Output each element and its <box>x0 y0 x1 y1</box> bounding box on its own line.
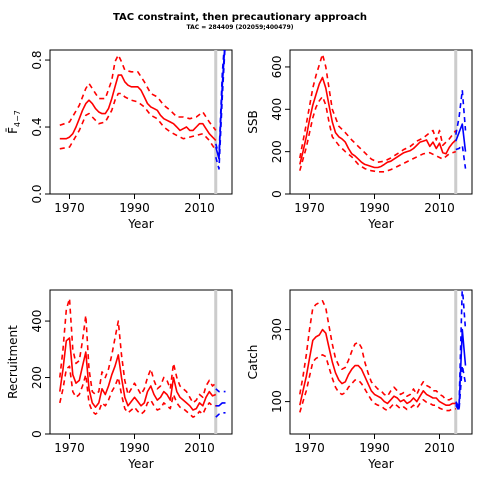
chart0-series-history-median <box>59 74 217 141</box>
chart1-plot-frame <box>289 49 473 195</box>
chart1-xtick-label: 1970 <box>294 201 325 215</box>
chart0-ytick-label: 0.0 <box>30 184 44 203</box>
chart0-ytick-label: 0.4 <box>30 117 44 136</box>
chart0-ylabel-subscript: 4−7 <box>13 110 22 127</box>
chart0-xtick-label: 2010 <box>184 201 215 215</box>
chart0-series-projection-lower <box>215 50 226 170</box>
chart1-ytick-label: 200 <box>270 140 284 163</box>
chart0-xlabel: Year <box>127 217 153 231</box>
chart0-series-history-upper <box>59 54 217 131</box>
chart3-series-projection-upper <box>455 290 467 408</box>
chart2-series-projection-median <box>215 402 226 407</box>
chart2-ytick-label: 400 <box>30 310 44 333</box>
panel-bottom-right: 1970 1990 2010 100 300 Year Catch <box>246 289 473 471</box>
panel-bottom-left: 1970 1990 2010 0 200 400 Year Recruitment <box>6 289 233 471</box>
chart2-series-projection-lower <box>215 411 226 418</box>
chart0-xtick-label: 1990 <box>119 201 150 215</box>
chart1-series-projection-lower <box>455 144 467 169</box>
figure-title: TAC constraint, then precautionary appro… <box>113 12 367 23</box>
chart1-series-history-lower <box>299 95 457 173</box>
chart1-ytick-label: 400 <box>270 98 284 121</box>
chart2-ytick-label: 200 <box>30 366 44 389</box>
chart3-plot-frame <box>289 289 473 435</box>
chart3-series-projection-lower <box>455 364 467 412</box>
chart2-series-history-median <box>59 337 217 411</box>
chart1-series-projection-median <box>455 123 467 152</box>
chart0-ytick-label: 0.8 <box>30 50 44 69</box>
chart2-plot-frame <box>49 289 233 435</box>
chart2-series-projection-upper <box>215 388 226 393</box>
chart1-series-projection-upper <box>455 89 467 135</box>
chart3-series-history-upper <box>299 299 456 401</box>
chart2-xtick-label: 1990 <box>119 441 150 455</box>
chart0-ylabel: F̄4−7 <box>6 110 22 134</box>
chart1-xlabel: Year <box>367 217 393 231</box>
chart1-ylabel: SSB <box>246 110 260 133</box>
chart3-ylabel: Catch <box>246 345 260 380</box>
panel-top-right: 1970 1990 2010 0 200 400 600 Year SSB <box>246 49 473 231</box>
chart2-xtick-label: 1970 <box>54 441 85 455</box>
chart3-ytick-label: 300 <box>270 318 284 341</box>
chart1-series-history-upper <box>299 53 457 163</box>
chart3-series-projection-median <box>455 328 467 410</box>
chart0-data-layer <box>59 50 226 194</box>
chart2-xtick-label: 2010 <box>184 441 215 455</box>
chart3-xtick-label: 1970 <box>294 441 325 455</box>
chart2-data-layer <box>59 290 226 434</box>
chart2-ylabel: Recruitment <box>6 325 20 399</box>
chart1-ytick-label: 600 <box>270 55 284 78</box>
chart3-data-layer <box>299 290 467 434</box>
chart1-xtick-label: 1990 <box>359 201 390 215</box>
chart1-xtick-label: 2010 <box>424 201 455 215</box>
chart1-series-history-median <box>299 76 457 169</box>
panel-top-left: 1970 1990 2010 0.0 0.4 0.8 Year F̄4−7 <box>6 49 233 231</box>
chart0-series-history-lower <box>59 92 217 151</box>
chart3-xtick-label: 2010 <box>424 441 455 455</box>
chart3-ytick-label: 100 <box>270 390 284 413</box>
chart1-data-layer <box>299 50 467 194</box>
chart0-xtick-label: 1970 <box>54 201 85 215</box>
figure-subtitle: TAC = 284409 (202059;400479) <box>187 24 294 31</box>
chart3-xlabel: Year <box>367 457 393 471</box>
chart1-ytick-label: 0 <box>270 190 284 198</box>
chart3-xtick-label: 1990 <box>359 441 390 455</box>
chart2-series-history-upper <box>59 297 217 404</box>
chart0-plot-frame <box>49 49 233 195</box>
chart2-series-history-lower <box>59 365 216 418</box>
chart2-xlabel: Year <box>127 457 153 471</box>
chart3-series-history-median <box>299 328 456 407</box>
chart3-series-history-lower <box>299 353 456 413</box>
chart2-ytick-label: 0 <box>30 430 44 438</box>
